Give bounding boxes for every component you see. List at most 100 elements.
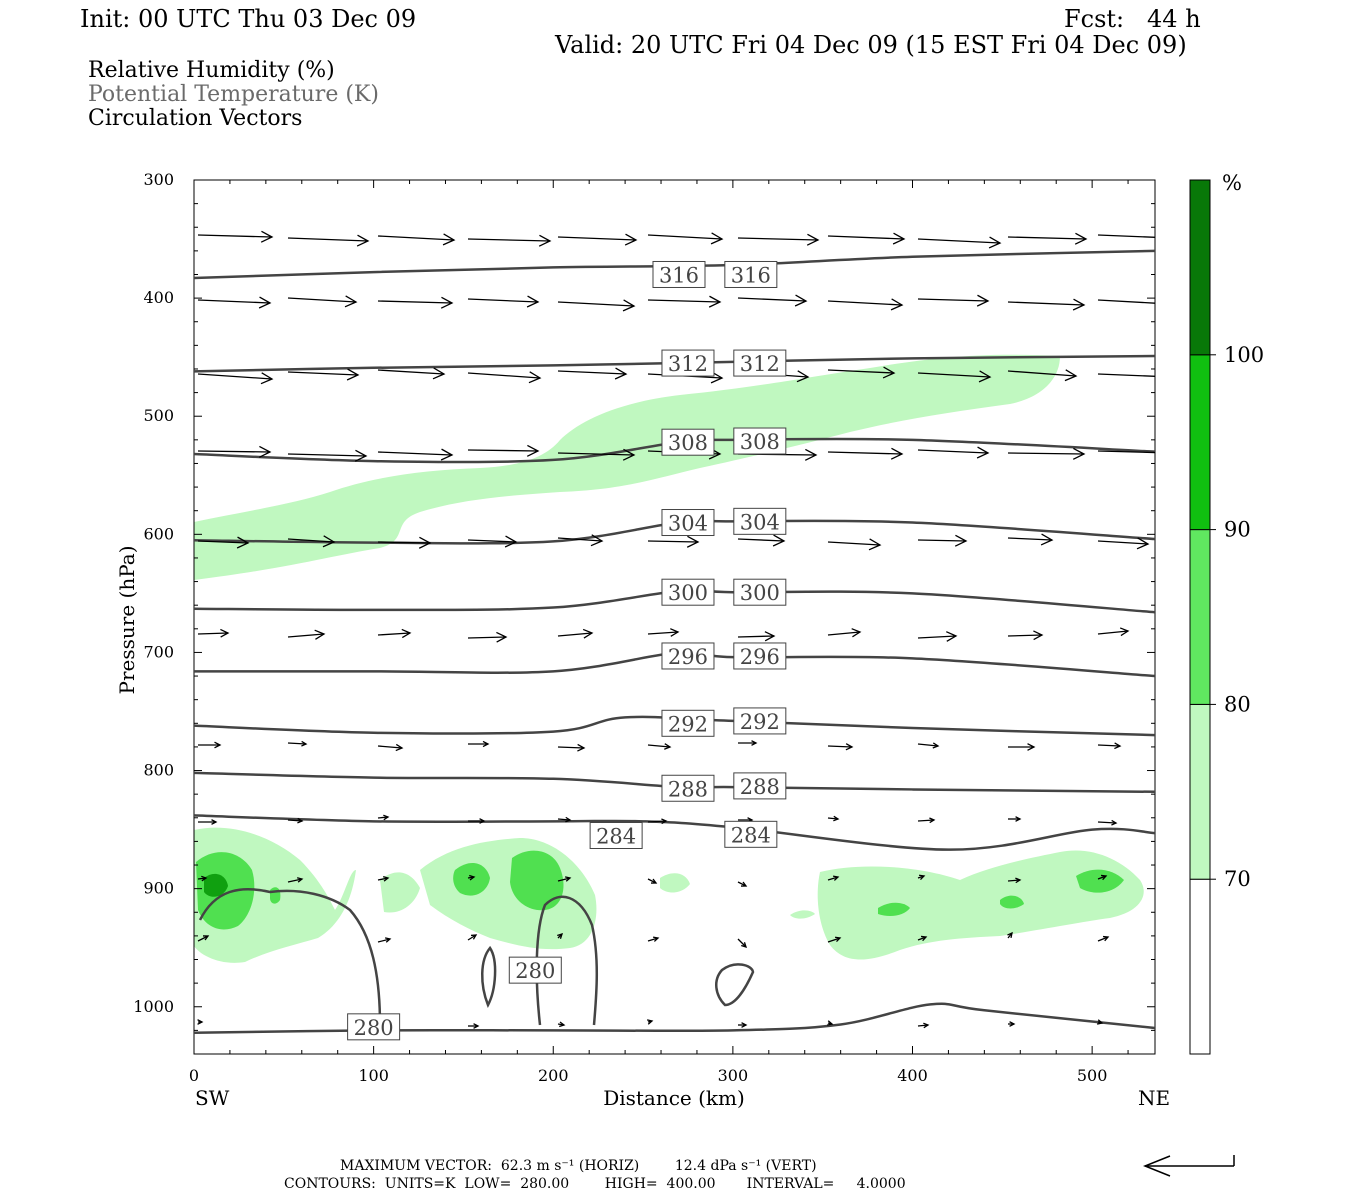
humidity-layer-low-level-6 (817, 850, 1144, 960)
vector-arrow (1007, 452, 1085, 455)
vector-arrowhead (1100, 874, 1108, 881)
vector-arrowhead (1114, 742, 1122, 750)
vector-arrowhead (479, 818, 486, 824)
vector-arrow (827, 817, 839, 820)
vector-arrowhead (526, 444, 540, 457)
vector-arrowhead (664, 743, 672, 750)
vector-arrow (827, 541, 881, 546)
vector-arrowhead (772, 534, 786, 547)
vector-arrowhead (322, 535, 336, 548)
isentrope-label: 280 (515, 959, 555, 983)
x-tick-label: 300 (718, 1066, 749, 1085)
vector-arrowhead (988, 236, 1002, 249)
vector-arrow (197, 234, 273, 238)
vector-arrow (377, 369, 445, 375)
isentrope-label-box (733, 772, 787, 800)
reference-vector-icon (1142, 1155, 1235, 1177)
colorbar-segment (1189, 179, 1211, 356)
isentrope-label-box (508, 956, 562, 984)
vector-arrow (467, 298, 539, 303)
vector-arrow (467, 636, 507, 639)
isentrope-label-box (733, 707, 787, 735)
vector-arrowhead (482, 740, 490, 748)
isentrope-label: 304 (740, 510, 780, 534)
vector-arrowhead (1161, 371, 1172, 382)
isentrope-label-box (661, 578, 715, 606)
isentrope-label: 288 (668, 777, 708, 801)
vector-arrow (377, 877, 389, 881)
vector-arrowhead (708, 295, 722, 308)
vector-arrow (557, 452, 635, 456)
vector-arrowhead (923, 1022, 930, 1029)
vector-arrowhead (384, 937, 392, 943)
isentrope-label: 296 (668, 645, 708, 669)
vector-arrow (377, 745, 403, 749)
x-axis-title: Distance (km) (603, 1086, 745, 1110)
vector-arrow (737, 297, 807, 302)
vector-arrowhead (1007, 931, 1013, 939)
vector-arrow (827, 937, 841, 943)
colorbar-tick-label: 90 (1224, 518, 1251, 542)
humidity-core-80 (270, 887, 281, 904)
vector-arrow (377, 632, 411, 636)
isentrope-label-box (661, 709, 715, 737)
vector-arrow (287, 453, 367, 457)
forecast-hour: Fcst: 44 h (1064, 5, 1201, 33)
vector-arrow (557, 301, 635, 307)
vector-arrowhead (826, 1020, 834, 1026)
humidity-layer-low-level-2 (380, 872, 420, 913)
vector-arrowhead (538, 234, 552, 247)
vector-arrowhead (670, 628, 680, 637)
isentrope-label: 288 (740, 775, 780, 799)
vector-arrowhead (440, 448, 454, 461)
y-tick-label: 900 (143, 879, 174, 898)
vector-arrowhead (882, 366, 896, 379)
vector-arrowhead (794, 294, 808, 307)
vector-arrowhead (624, 233, 638, 246)
isentrope-label-box (724, 260, 778, 288)
vector-arrow (917, 1024, 929, 1027)
vector-arrow (647, 631, 679, 635)
vector-arrowhead (557, 932, 564, 939)
isentrope-label: 296 (740, 645, 780, 669)
init-time: Init: 00 UTC Thu 03 Dec 09 (80, 5, 417, 33)
vector-arrowhead (344, 295, 358, 308)
vector-arrow (377, 235, 455, 241)
vector-arrowhead (564, 876, 572, 882)
isentrope-label-box (347, 1013, 401, 1041)
vector-arrowhead (577, 743, 586, 752)
vector-arrow (917, 743, 939, 747)
vector-arrowhead (395, 743, 404, 752)
isentrope-280-closed (198, 888, 382, 1026)
vector-arrowhead (832, 875, 840, 881)
humidity-core-90 (204, 873, 228, 897)
vector-arrowhead (890, 298, 904, 311)
isentrope-284 (194, 814, 1155, 851)
vector-arrowhead (469, 874, 476, 881)
vector-arrowhead (201, 875, 208, 882)
vector-arrow (467, 238, 551, 242)
vector-arrowhead (740, 881, 748, 887)
vector-arrow (1097, 630, 1129, 635)
vector-arrowhead (710, 232, 724, 245)
y-axis-title: Pressure (hPa) (115, 546, 139, 695)
isentrope-label: 312 (668, 352, 708, 376)
vector-arrowhead (892, 232, 906, 245)
vector-arrowhead (220, 628, 230, 638)
vector-arrowhead (622, 299, 636, 312)
colorbar-segment (1189, 878, 1211, 1055)
isentrope-label: 312 (740, 352, 780, 376)
vector-arrow (1097, 540, 1149, 545)
vector-arrow (1097, 936, 1109, 942)
vector-arrow (557, 632, 593, 637)
vector-arrow (557, 236, 637, 241)
vector-arrowhead (442, 233, 456, 246)
vector-arrowhead (401, 628, 412, 639)
vector-arrowhead (559, 1021, 566, 1028)
isentrope-label: 280 (354, 1016, 394, 1040)
y-tick-label: 400 (143, 288, 174, 307)
vector-arrowhead (301, 740, 308, 747)
vector-arrowhead (432, 367, 446, 380)
isentrope-label-box (652, 260, 706, 288)
